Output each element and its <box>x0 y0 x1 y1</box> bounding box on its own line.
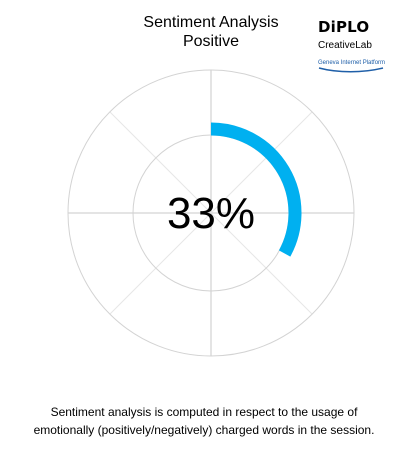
gauge-spoke <box>210 212 313 315</box>
gauge-spoke <box>210 111 313 214</box>
chart-title: Sentiment Analysis <box>143 14 279 31</box>
gauge-value-arc <box>210 122 302 257</box>
footnote-line-1: Sentiment analysis is computed in respec… <box>50 405 358 419</box>
chart-title-block: Sentiment Analysis Positive <box>80 13 342 51</box>
logo-creativelab: CreativeLab <box>318 40 372 51</box>
logo-wordmark: DiPLO <box>318 18 370 36</box>
gauge-spoke <box>109 111 212 214</box>
gauge-value-label: 33% <box>167 189 255 238</box>
diplo-logo: DiPLO CreativeLab Geneva Internet Platfo… <box>318 20 390 74</box>
footnote-line-2: emotionally (positively/negatively) char… <box>33 423 375 437</box>
gauge-outer-ring <box>67 69 355 357</box>
footnote: Sentiment analysis is computed in respec… <box>18 403 390 439</box>
logo-gip: Geneva Internet Platform <box>318 60 386 66</box>
chart-subtitle: Positive <box>182 33 240 50</box>
gauge-spoke <box>109 212 212 315</box>
logo-swoosh-icon <box>318 67 384 73</box>
